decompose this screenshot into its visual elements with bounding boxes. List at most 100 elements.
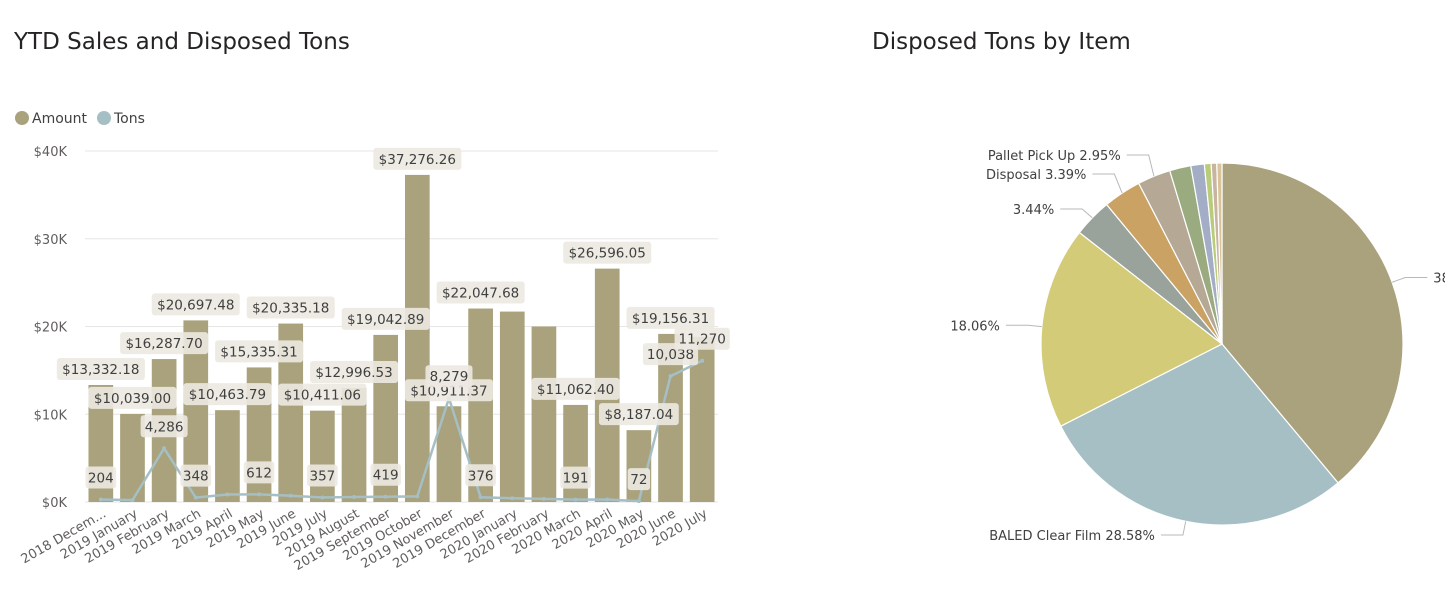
pie-chart-title: Disposed Tons by Item (872, 29, 1131, 55)
data-label-tons-bg (425, 365, 473, 388)
data-label-amount: $12,996.53 (315, 365, 392, 381)
data-label-tons-bg (307, 464, 338, 487)
data-label-amount: $11,062.40 (537, 382, 614, 398)
y-tick-label: $20K (34, 321, 68, 336)
data-label-amount: $26,596.05 (569, 246, 646, 262)
point-tons[interactable] (636, 499, 641, 504)
data-label-tons-bg (560, 466, 591, 489)
point-tons[interactable] (257, 492, 262, 497)
data-label-amount: $10,911.37 (410, 383, 487, 399)
data-label-amount: $19,042.89 (347, 312, 424, 328)
point-tons[interactable] (98, 497, 103, 502)
data-label-amount: $13,332.18 (62, 362, 139, 378)
data-label-amount-bg (598, 403, 679, 426)
point-tons[interactable] (668, 374, 673, 379)
data-label-tons-bg (465, 464, 496, 487)
data-label-tons: 612 (246, 465, 272, 481)
pie-slice[interactable] (1040, 231, 1224, 427)
data-label-amount-bg (373, 147, 462, 170)
legend-label-amount: Amount (32, 111, 88, 127)
bar-amount[interactable] (404, 174, 430, 502)
leader-line (1391, 276, 1428, 283)
data-label-tons: 419 (373, 468, 399, 484)
leader-line (1092, 173, 1123, 194)
pie-slice-label: Disposal 3.39% (986, 168, 1086, 183)
data-label-amount-bg (341, 307, 430, 330)
data-label-amount: $10,411.06 (284, 388, 361, 404)
bar-amount[interactable] (341, 387, 367, 502)
data-label-tons-bg (140, 415, 188, 438)
bar-amount[interactable] (215, 410, 240, 502)
data-label-amount-bg (563, 241, 652, 264)
data-label-tons: 8,279 (430, 369, 469, 385)
data-label-amount-bg (246, 296, 335, 319)
bar-amount[interactable] (310, 410, 335, 502)
point-tons[interactable] (573, 497, 578, 502)
pie-slice-label: 18.06% (950, 319, 1000, 334)
data-label-amount-bg (310, 360, 399, 383)
legend-marker-tons (97, 111, 111, 125)
leader-line (1005, 324, 1042, 328)
bar-amount[interactable] (436, 406, 462, 502)
point-tons[interactable] (415, 494, 420, 499)
pie-slice-label: 38.92% (1433, 271, 1445, 286)
data-label-tons-bg (243, 461, 275, 484)
point-tons[interactable] (478, 495, 483, 500)
point-tons[interactable] (383, 494, 388, 499)
data-label-amount-bg (56, 358, 145, 381)
data-label-tons: 10,038 (647, 347, 694, 363)
y-tick-label: $30K (34, 233, 68, 248)
data-label-amount: $8,187.04 (605, 407, 674, 423)
data-label-tons-bg (674, 327, 730, 350)
data-label-tons: 191 (563, 471, 589, 487)
bar-amount[interactable] (531, 326, 557, 503)
pie-slice[interactable] (1216, 162, 1223, 345)
legend-marker-amount (15, 111, 29, 125)
leader-line (1060, 208, 1093, 219)
data-label-tons: 72 (630, 472, 647, 488)
data-label-tons: 11,270 (679, 332, 726, 348)
data-label-tons-bg (627, 468, 651, 491)
data-label-amount: $16,287.70 (125, 336, 202, 352)
data-label-tons-bg (180, 464, 212, 487)
data-label-amount-bg (278, 383, 367, 406)
point-tons[interactable] (225, 492, 230, 497)
pie-slice-label: 3.44% (1013, 203, 1054, 218)
y-tick-label: $10K (34, 408, 68, 423)
point-tons[interactable] (541, 496, 546, 501)
bar-amount[interactable] (499, 311, 525, 502)
y-tick-label: $40K (34, 145, 68, 160)
data-label-amount-bg (215, 340, 304, 363)
legend-label-tons: Tons (113, 111, 145, 127)
point-tons[interactable] (130, 498, 135, 503)
point-tons[interactable] (510, 496, 515, 501)
data-label-amount-bg (436, 281, 525, 304)
point-tons[interactable] (288, 493, 293, 498)
leader-line (1160, 521, 1187, 536)
leader-line (1126, 154, 1155, 177)
data-label-amount-bg (183, 383, 272, 406)
line-tons (100, 359, 703, 503)
data-label-amount-bg (120, 332, 209, 355)
bar-chart-title: YTD Sales and Disposed Tons (14, 29, 350, 55)
data-label-amount: $20,335.18 (252, 301, 329, 317)
pie-slice[interactable] (1221, 162, 1404, 484)
data-label-amount-bg (151, 293, 240, 316)
data-label-amount: $10,039.00 (94, 391, 171, 407)
point-tons[interactable] (193, 495, 198, 500)
data-label-amount: $20,697.48 (157, 297, 234, 313)
pie-slice[interactable] (1059, 343, 1339, 526)
y-tick-label: $0K (42, 496, 68, 511)
point-tons[interactable] (700, 358, 705, 363)
data-label-amount: $22,047.68 (442, 286, 519, 302)
data-label-tons: 357 (309, 469, 335, 485)
point-tons[interactable] (320, 495, 325, 500)
point-tons[interactable] (605, 497, 610, 502)
data-label-amount: $10,463.79 (189, 387, 266, 403)
pie-slice-label: BALED Clear Film 28.58% (989, 529, 1155, 544)
data-label-tons: 348 (183, 469, 209, 485)
point-tons[interactable] (352, 494, 357, 499)
data-label-amount: $19,156.31 (632, 311, 709, 327)
point-tons[interactable] (162, 446, 167, 451)
